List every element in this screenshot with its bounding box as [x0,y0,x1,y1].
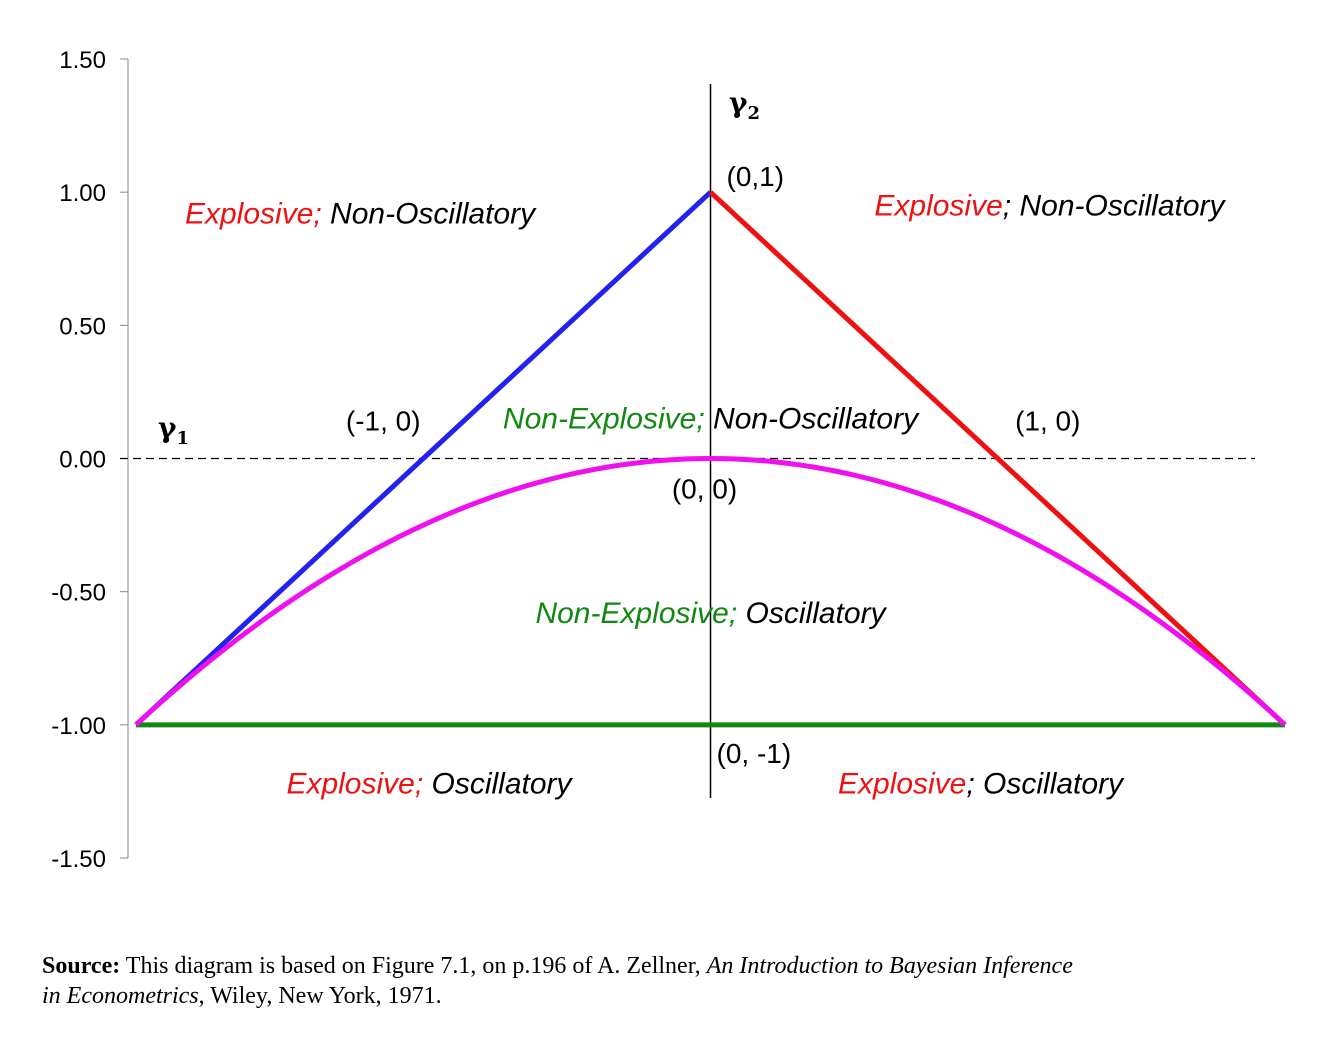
book-title-1: An Introduction to Bayesian Inference [706,953,1073,979]
region-label-status: Non-Explosive; [535,597,737,630]
region-label: Non-Explosive; Oscillatory [535,597,887,630]
source-text-2: , Wiley, New York, 1971. [198,983,442,1009]
y-tick-label: 1.00 [59,180,106,207]
labels-group: (0,1) (-1, 0) (1, 0) (0, 0) (0, -1) Explosive… [185,161,1227,800]
series-line-4 [134,456,1287,727]
y-tick-label: 0.00 [59,447,106,474]
region-label-status: Explosive; [286,767,423,800]
region-label: Explosive; Oscillatory [286,767,573,800]
y-axis: 1.50 1.00 0.50 0.00 -0.50 -1.00 -1.50 [51,47,129,873]
region-label-behavior: Oscillatory [423,767,573,800]
y-tick-label: 1.50 [59,47,106,74]
source-text-1: This diagram is based on Figure 7.1, on … [120,953,707,979]
series-group [134,190,1287,728]
gamma2-axis-label-subscript: 2 [747,103,760,124]
region-label-behavior: Non-Oscillatory [705,403,920,436]
gamma2-axis-label: γ2 [729,86,760,124]
source-label: Source: [42,953,121,979]
reference-lines [120,84,1255,798]
y-tick-label: -1.00 [51,713,106,740]
region-label-behavior: ; Non-Oscillatory [1003,189,1227,222]
point-label: (-1, 0) [346,406,421,437]
y-tick-label: -1.50 [51,846,106,873]
y-tick-label: -0.50 [51,580,106,607]
region-label-status: Explosive [874,189,1002,222]
series-line-2 [708,190,1287,727]
point-label: (1, 0) [1015,406,1080,437]
point-label: (0, -1) [717,738,792,769]
gamma1-axis-label-subscript: 1 [176,428,189,449]
zellner-stability-diagram: 1.50 1.00 0.50 0.00 -0.50 -1.00 -1.50 (0,1) (-1… [51,47,1287,873]
region-label-status: Explosive; [185,197,322,230]
book-title-2: in Econometrics [42,983,199,1009]
y-tick-label: 0.50 [59,313,106,340]
region-label-status: Explosive [838,767,966,800]
region-label: Explosive; Oscillatory [838,767,1125,800]
source-note: Source: This diagram is based on Figure … [42,951,1302,1011]
region-label-behavior: ; Oscillatory [966,767,1125,800]
point-label: (0, 0) [672,474,737,505]
series-line-1 [134,190,713,727]
gamma1-axis-label: γ1 [158,411,189,449]
region-label-status: Non-Explosive; [503,403,705,436]
region-label: Non-Explosive; Non-Oscillatory [503,403,920,436]
region-label: Explosive; Non-Oscillatory [874,189,1226,222]
region-label-behavior: Non-Oscillatory [322,197,537,230]
region-label: Explosive; Non-Oscillatory [185,197,537,230]
point-label: (0,1) [727,161,785,192]
region-label-behavior: Oscillatory [737,597,887,630]
